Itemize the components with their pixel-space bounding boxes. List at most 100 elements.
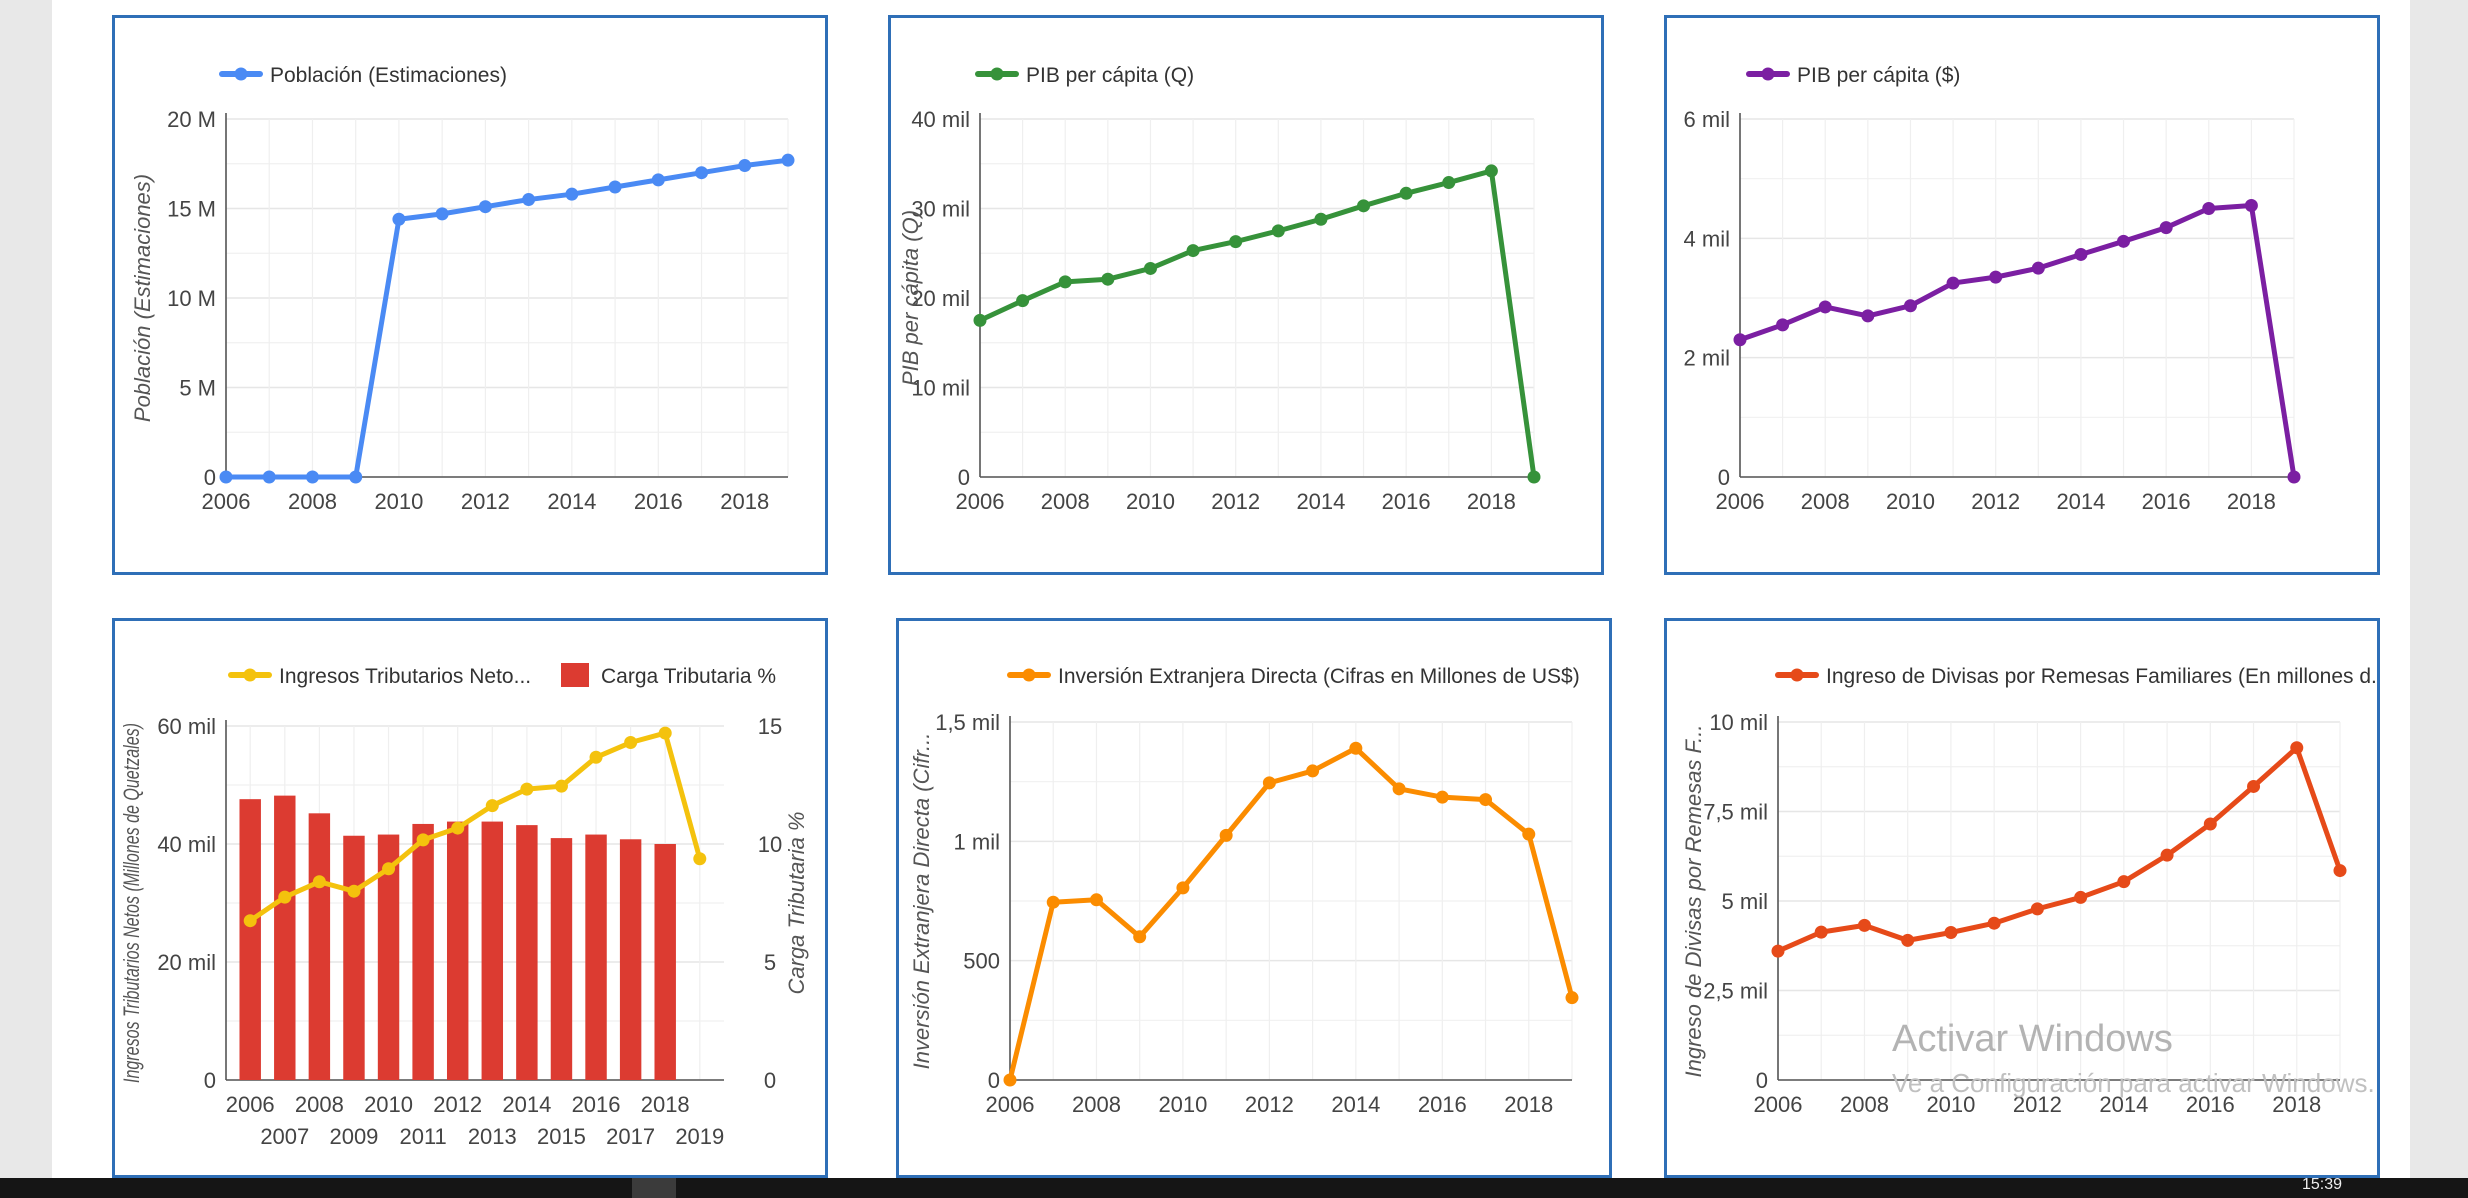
- x-tick-label: 2006: [202, 489, 251, 514]
- data-point: [1046, 895, 1060, 909]
- y-tick-label: 0: [204, 1068, 216, 1093]
- data-point: [658, 726, 672, 740]
- taskbar-app-button[interactable]: [632, 1178, 676, 1198]
- x-tick-label: 2016: [2186, 1092, 2235, 1117]
- legend-swatch-dot: [990, 67, 1004, 81]
- bar-carga-tributaria: [343, 835, 365, 1080]
- x-tick-label: 2006: [1716, 489, 1765, 514]
- data-point: [1484, 164, 1498, 178]
- bar-carga-tributaria: [550, 838, 573, 1080]
- chart-panel-pib-dolares: 0 2 mil 4 mil 6 mil 2006 2008 2010 2012 2014 2016…: [1664, 15, 2380, 575]
- data-point: [1357, 199, 1371, 213]
- x-tick-label: 2014: [502, 1092, 551, 1117]
- data-point: [1089, 893, 1103, 907]
- x-tick-label: 2006: [1754, 1092, 1803, 1117]
- data-point: [1016, 294, 1030, 308]
- series-line: [977, 168, 1537, 480]
- x-tick-label: 2008: [1801, 489, 1850, 514]
- y-tick-label: 0: [204, 465, 216, 490]
- data-point: [1814, 925, 1828, 939]
- y-tick-label: 20 mil: [157, 950, 216, 975]
- activation-watermark-title: Activar Windows: [1892, 1018, 2173, 1060]
- data-point: [1857, 918, 1871, 932]
- data-point: [435, 207, 449, 221]
- bar-carga-tributaria: [412, 823, 434, 1080]
- x-tick-label: 2014: [2056, 489, 2105, 514]
- y-tick-label: 1,5 mil: [935, 710, 1000, 735]
- x-tick-label: 2010: [1158, 1092, 1207, 1117]
- bar-carga-tributaria: [481, 821, 504, 1080]
- data-point: [624, 736, 638, 750]
- y-tick-label: 60 mil: [157, 714, 216, 739]
- data-point: [589, 750, 603, 764]
- legend-swatch-dot: [234, 67, 248, 81]
- y-axis-title: Ingreso de Divisas por Remesas F...: [1681, 725, 1706, 1078]
- data-point: [1818, 300, 1832, 314]
- y-tick-label: 0: [1756, 1068, 1768, 1093]
- chart-svg: 0 2,5 mil 5 mil 7,5 mil 10 mil 2006 2008 2010 20…: [1681, 665, 2377, 1117]
- x-tick-label: 2014: [2099, 1092, 2148, 1117]
- data-point: [1987, 916, 2001, 930]
- chart-panel-pib-quetzales: 0 10 mil 20 mil 30 mil 40 mil 2006 2008 2010 201…: [888, 15, 1604, 575]
- data-point: [1392, 782, 1406, 796]
- data-point: [1003, 1073, 1017, 1087]
- x-tick-label: 2008: [295, 1092, 344, 1117]
- data-point: [1944, 926, 1958, 940]
- x-tick-label: 2010: [1886, 489, 1935, 514]
- data-point: [554, 779, 568, 793]
- y-axis-title: Inversión Extranjera Directa (Cifr...: [909, 733, 934, 1070]
- y-axis-title: Ingresos Tributarios Netos (Millones de …: [119, 723, 144, 1083]
- data-point: [2244, 199, 2258, 213]
- data-point: [2203, 817, 2217, 831]
- data-point: [1143, 261, 1157, 275]
- data-point: [693, 852, 707, 866]
- data-point: [1861, 309, 1875, 323]
- data-point: [651, 173, 665, 187]
- data-point: [1262, 776, 1276, 790]
- data-point: [1186, 244, 1200, 258]
- x-tick-label: 2018: [1504, 1092, 1553, 1117]
- x-tick-label-row2: 2015: [537, 1124, 586, 1149]
- x-tick-label: 2018: [1467, 489, 1516, 514]
- data-point: [695, 166, 709, 180]
- data-point: [2117, 234, 2131, 248]
- taskbar-clock[interactable]: 15:39: [2302, 1178, 2343, 1192]
- activation-watermark-subtitle: Ve a Configuración para activar Windows.: [1892, 1068, 2375, 1098]
- data-point: [1901, 933, 1915, 947]
- y-tick-label: 10 M: [167, 286, 216, 311]
- y-tick-label: 6 mil: [1684, 107, 1730, 132]
- y-tick-label: 1 mil: [954, 829, 1000, 854]
- y-axis-title: Población (Estimaciones): [130, 174, 155, 422]
- data-point: [1435, 790, 1449, 804]
- data-point: [2117, 875, 2131, 889]
- data-point: [2247, 779, 2261, 793]
- data-point: [2030, 902, 2044, 916]
- chart-svg: 0 10 mil 20 mil 30 mil 40 mil 2006 2008 2010 201…: [898, 64, 1541, 514]
- data-point: [392, 212, 406, 226]
- legend-swatch-bar: [561, 663, 589, 687]
- legend-swatch-dot: [1761, 67, 1775, 81]
- series-line: [1007, 745, 1575, 1083]
- data-point: [451, 821, 465, 835]
- data-point: [1219, 828, 1233, 842]
- data-point: [2290, 741, 2304, 755]
- y2-tick-label: 15: [758, 714, 782, 739]
- bar-carga-tributaria: [377, 834, 400, 1080]
- data-point: [312, 875, 326, 889]
- data-point: [1989, 270, 2003, 284]
- data-point: [1442, 176, 1456, 190]
- x-tick-label: 2016: [1418, 1092, 1467, 1117]
- y-tick-label: 5 mil: [1722, 889, 1768, 914]
- left-gutter: [0, 0, 52, 1178]
- x-tick-label: 2010: [1926, 1092, 1975, 1117]
- data-point: [2074, 890, 2088, 904]
- x-tick-label: 2010: [1126, 489, 1175, 514]
- bar-carga-tributaria: [239, 799, 261, 1080]
- y-tick-label: 40 mil: [911, 107, 970, 132]
- x-tick-label: 2010: [374, 489, 423, 514]
- bar-carga-tributaria: [654, 844, 676, 1080]
- x-tick-label: 2012: [433, 1092, 482, 1117]
- y-axis-title-text: Ingresos Tributarios Netos (Millones de …: [119, 723, 144, 1083]
- x-tick-label: 2016: [1382, 489, 1431, 514]
- data-point: [1522, 827, 1536, 841]
